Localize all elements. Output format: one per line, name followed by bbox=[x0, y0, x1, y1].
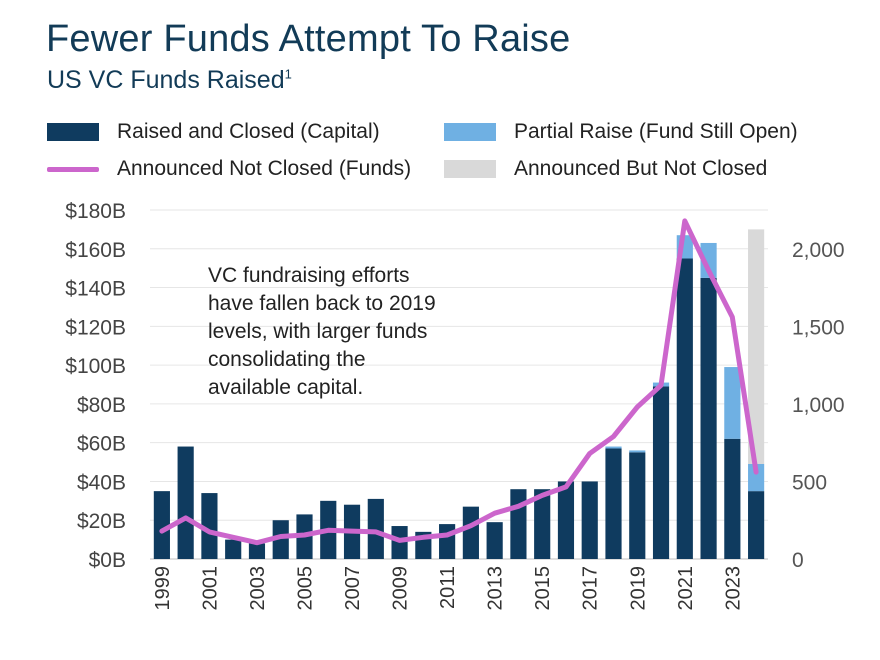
bar-raised bbox=[724, 438, 741, 559]
x-tick-label: 2011 bbox=[437, 566, 459, 609]
x-tick-label: 2015 bbox=[532, 566, 554, 611]
legend-raised: Raised and Closed (Capital) bbox=[47, 120, 380, 144]
x-axis: 1999 2001 2003 2005 2007 2009 2011 2013 2015 2017… bbox=[152, 566, 744, 611]
x-tick-label: 2009 bbox=[390, 566, 412, 611]
subtitle-text: US VC Funds Raised bbox=[47, 66, 285, 94]
x-tick-label: 2001 bbox=[199, 566, 221, 611]
bar-raised bbox=[581, 481, 598, 559]
y-left-tick-label: $180B bbox=[65, 200, 126, 223]
legend-announced: Announced But Not Closed bbox=[444, 157, 767, 181]
x-tick-label: 2007 bbox=[342, 566, 364, 611]
bar-raised bbox=[367, 498, 384, 559]
legend-partial: Partial Raise (Fund Still Open) bbox=[444, 120, 798, 144]
x-tick-label: 2021 bbox=[675, 566, 697, 611]
bar-raised bbox=[225, 539, 242, 559]
bar-raised bbox=[557, 481, 575, 559]
chart-annotation: VC fundraising efforts have fallen back … bbox=[208, 262, 508, 402]
bar-raised bbox=[748, 491, 765, 559]
x-tick-label: 2019 bbox=[627, 566, 649, 611]
y-right-tick-label: 1,500 bbox=[792, 316, 845, 339]
y-left-tick-label: $0B bbox=[89, 549, 126, 572]
annotation-line: levels, with larger funds bbox=[208, 320, 428, 343]
announced-funds-line bbox=[159, 218, 759, 546]
bar-raised bbox=[510, 489, 527, 559]
left-axis: $0B $20B $40B $60B $80B $100B $120B $140B $160B $… bbox=[65, 200, 126, 572]
bar-partial bbox=[748, 463, 765, 492]
bar-announced bbox=[748, 229, 765, 464]
bar-raised bbox=[153, 491, 170, 559]
x-tick-label: 2003 bbox=[247, 566, 269, 611]
bar-raised bbox=[462, 506, 479, 559]
legend-announced-funds: Announced Not Closed (Funds) bbox=[47, 157, 411, 181]
annotation-line: available capital. bbox=[208, 376, 364, 399]
legend-label-raised: Raised and Closed (Capital) bbox=[117, 120, 380, 143]
y-left-tick-label: $40B bbox=[77, 471, 126, 494]
bar-raised bbox=[605, 448, 622, 559]
bar-raised bbox=[272, 520, 289, 559]
y-left-tick-label: $160B bbox=[65, 239, 126, 262]
legend-swatch-announced bbox=[444, 160, 496, 178]
bar-raised bbox=[534, 489, 551, 559]
x-tick-label: 2013 bbox=[485, 566, 507, 611]
y-right-tick-label: 2,000 bbox=[792, 239, 845, 262]
bar-raised bbox=[676, 258, 693, 559]
bar-raised bbox=[700, 277, 717, 559]
bar-raised bbox=[486, 522, 503, 559]
bar-partial bbox=[724, 367, 741, 439]
x-tick-label: 2005 bbox=[295, 566, 317, 611]
y-left-tick-label: $100B bbox=[65, 355, 126, 378]
annotation-line: have fallen back to 2019 bbox=[208, 292, 436, 315]
y-right-tick-label: 1,000 bbox=[792, 394, 845, 417]
right-axis: 0 500 1,000 1,500 2,000 bbox=[792, 239, 845, 572]
legend-label-announced-funds: Announced Not Closed (Funds) bbox=[117, 157, 412, 180]
bar-partial bbox=[605, 446, 622, 449]
bar-raised bbox=[248, 543, 266, 559]
y-right-tick-label: 500 bbox=[792, 471, 827, 494]
bar-raised bbox=[201, 493, 218, 559]
annotation-line: VC fundraising efforts bbox=[208, 264, 410, 287]
x-tick-label: 2023 bbox=[722, 566, 744, 611]
annotation-line: consolidating the bbox=[208, 348, 366, 371]
x-tick-label: 1999 bbox=[152, 566, 174, 611]
line-series bbox=[159, 218, 759, 546]
bar-partial bbox=[700, 242, 717, 278]
bar-raised bbox=[177, 446, 194, 559]
legend-label-announced: Announced But Not Closed bbox=[514, 157, 768, 180]
x-tick-label: 2017 bbox=[580, 566, 602, 611]
legend-swatch-partial bbox=[444, 123, 496, 141]
y-left-tick-label: $60B bbox=[77, 433, 126, 456]
y-left-tick-label: $120B bbox=[65, 316, 126, 339]
y-left-tick-label: $20B bbox=[77, 510, 126, 533]
legend-swatch-announced-funds bbox=[47, 166, 99, 172]
y-left-tick-label: $140B bbox=[65, 278, 126, 301]
y-right-tick-label: 0 bbox=[792, 549, 804, 572]
chart-subtitle: US VC Funds Raised1 bbox=[47, 66, 292, 95]
subtitle-footnote-marker: 1 bbox=[284, 66, 292, 82]
bar-raised bbox=[629, 452, 646, 559]
bar-raised bbox=[439, 524, 456, 559]
bar-series bbox=[153, 229, 765, 559]
bar-partial bbox=[629, 450, 646, 453]
bar-raised bbox=[652, 386, 670, 559]
y-left-tick-label: $80B bbox=[77, 394, 126, 417]
legend-label-partial: Partial Raise (Fund Still Open) bbox=[514, 120, 798, 143]
chart-title: Fewer Funds Attempt To Raise bbox=[46, 18, 571, 60]
legend-swatch-raised bbox=[47, 123, 99, 141]
